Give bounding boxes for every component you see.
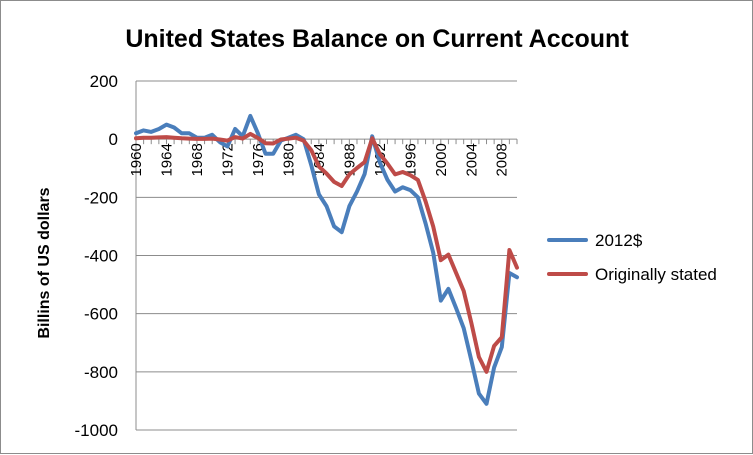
y-tick-label: 200: [90, 72, 118, 91]
y-tick-label: -600: [84, 305, 118, 324]
x-tick-label: 2008: [494, 143, 511, 176]
legend-label: 2012$: [595, 231, 643, 250]
legend: 2012$ Originally stated: [547, 231, 717, 284]
y-tick-label: -400: [84, 247, 118, 266]
y-tick-label: 0: [109, 130, 118, 149]
x-tick-label: 2004: [463, 143, 480, 176]
x-tick-label: 1972: [219, 143, 236, 176]
x-tick-label: 1964: [158, 143, 175, 176]
series-lines: [134, 113, 519, 406]
legend-label: Originally stated: [595, 265, 717, 284]
y-tick-labels: 200 0 -200 -400 -600 -800 -1000: [75, 72, 118, 440]
series-line-originally-stated: [134, 131, 519, 374]
x-tick-label: 1960: [128, 143, 145, 176]
x-tick-label: 2000: [433, 143, 450, 176]
chart-title: United States Balance on Current Account: [125, 25, 629, 53]
y-tick-label: -1000: [75, 421, 118, 440]
x-tick-label: 1980: [280, 143, 297, 176]
y-tick-label: -200: [84, 188, 118, 207]
y-axis-label: Billins of US dollars: [36, 187, 53, 338]
x-tick-label: 1968: [189, 143, 206, 176]
x-tick-label: 1996: [402, 143, 419, 176]
y-tick-label: -800: [84, 363, 118, 382]
